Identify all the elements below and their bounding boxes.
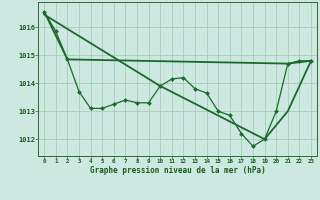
X-axis label: Graphe pression niveau de la mer (hPa): Graphe pression niveau de la mer (hPa) [90,166,266,175]
